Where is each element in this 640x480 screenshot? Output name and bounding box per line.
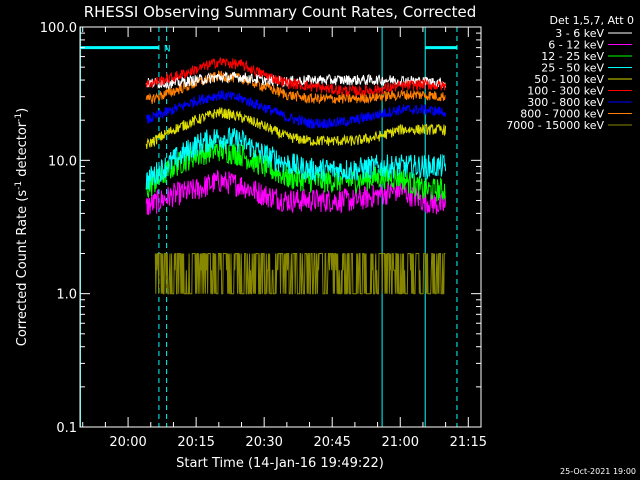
legend-title: Det 1,5,7, Att 0 <box>550 14 634 27</box>
legend-label-3-6-kev: 3 - 6 keV <box>555 27 604 40</box>
y-axis-label: Corrected Count Rate (s-1 detector-1) <box>14 108 30 346</box>
plot-frame <box>79 26 482 428</box>
legend-label-6-12-kev: 6 - 12 keV <box>548 39 604 52</box>
series-line-800-7000-kev <box>145 70 446 105</box>
series-line-50-100-kev <box>145 107 447 150</box>
x-tick-label: 21:15 <box>450 435 487 450</box>
y-tick-label: 1.0 <box>56 288 77 303</box>
y-tick-label: 0.1 <box>56 421 77 436</box>
legend-label-25-50-kev: 25 - 50 keV <box>541 62 604 75</box>
series-line-12-25-kev <box>145 138 447 202</box>
legend-label-300-800-kev: 300 - 800 keV <box>527 96 604 109</box>
legend-label-100-300-kev: 100 - 300 keV <box>527 85 604 98</box>
x-tick-label: 20:30 <box>245 435 282 450</box>
x-tick-label: 20:45 <box>313 435 350 450</box>
series-line-300-800-kev <box>145 90 447 130</box>
legend-label-50-100-kev: 50 - 100 keV <box>534 73 604 86</box>
x-axis: 20:00 20:15 20:30 20:45 21:00 21:15 <box>82 27 487 450</box>
y-tick-label: 100.0 <box>40 21 77 36</box>
series-line-7000-15000-kev <box>154 253 446 295</box>
series-line-25-50-kev <box>145 127 447 190</box>
x-tick-label: 20:00 <box>109 435 146 450</box>
y-axis-label-mid: detector <box>15 121 30 181</box>
y-axis: 100.0 10.0 1.0 0.1 <box>40 21 481 436</box>
x-tick-label: 21:00 <box>382 435 419 450</box>
y-axis-label-end: ) <box>15 108 30 113</box>
y-axis-label-sup1: -1 <box>14 181 24 190</box>
y-tick-label: 10.0 <box>48 154 77 169</box>
footer-timestamp: 25-Oct-2021 19:00 <box>560 467 636 476</box>
x-axis-label: Start Time (14-Jan-16 19:49:22) <box>176 456 384 471</box>
series-line-6-12-kev <box>145 170 447 216</box>
y-axis-label-sup2: -1 <box>14 113 24 122</box>
night-marker-label: N <box>164 45 171 55</box>
legend-label-800-7000-kev: 800 - 7000 keV <box>520 108 604 121</box>
y-axis-label-main: Corrected Count Rate (s <box>15 190 30 347</box>
legend-label-12-25-kev: 12 - 25 keV <box>541 50 604 63</box>
x-tick-label: 20:15 <box>177 435 214 450</box>
legend-label-7000-15000-kev: 7000 - 15000 keV <box>506 119 604 132</box>
chart-title: RHESSI Observing Summary Count Rates, Co… <box>84 3 477 21</box>
series-line-100-300-kev <box>145 57 447 97</box>
